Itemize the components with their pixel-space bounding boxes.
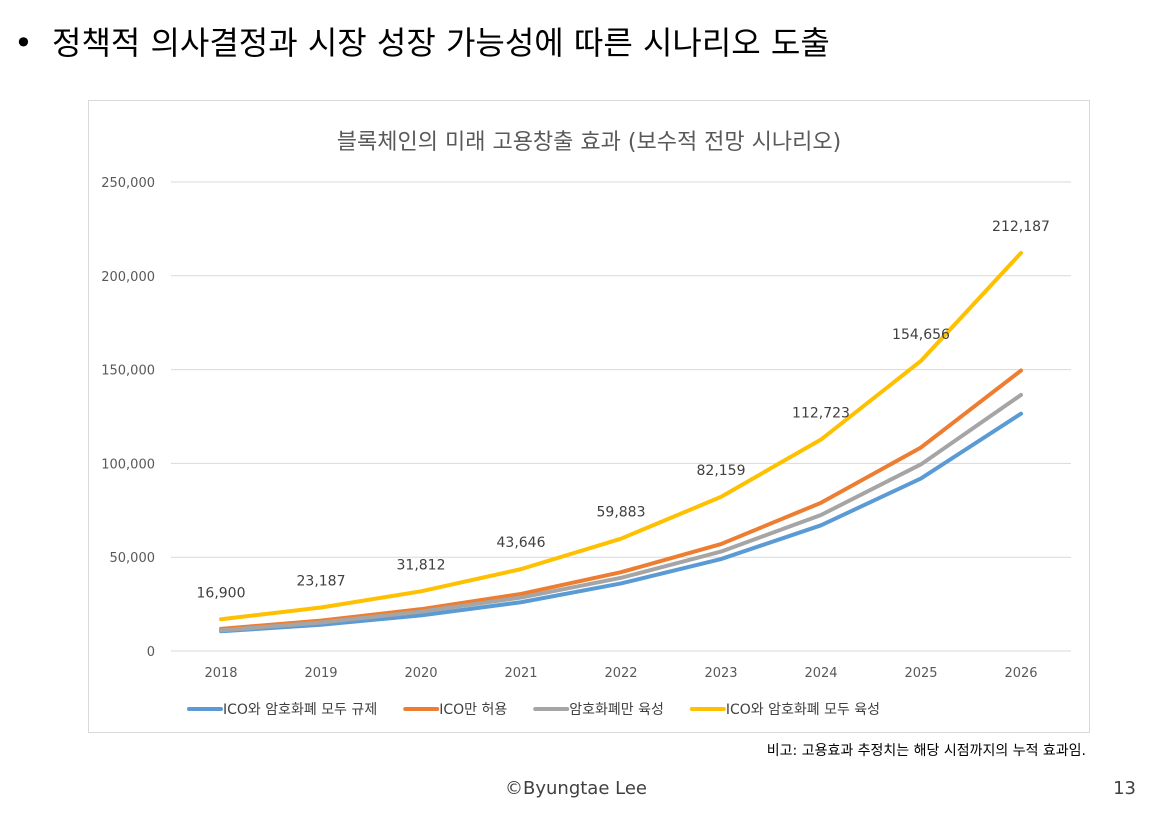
line-chart: 블록체인의 미래 고용창출 효과 (보수적 전망 시나리오) 0 50,000 10… [101,130,1071,718]
series-line-2 [219,368,1023,631]
slide-heading: • 정책적 의사결정과 시장 성장 가능성에 따른 시나리오 도출 [14,18,830,68]
y-tick-label: 150,000 [101,364,155,379]
data-label: 16,900 [197,585,246,601]
slide-heading-text: 정책적 의사결정과 시장 성장 가능성에 따른 시나리오 도출 [52,24,830,62]
x-tick-label: 2021 [504,666,537,681]
footnote: 비고: 고용효과 추정치는 해당 시점까지의 누적 효과임. [766,743,1086,759]
series-line-1 [219,411,1023,634]
x-tick-label: 2019 [304,666,337,681]
data-label: 82,159 [697,463,746,479]
data-label: 112,723 [792,406,850,422]
y-tick-label: 200,000 [101,270,155,285]
chart-title: 블록체인의 미래 고용창출 효과 (보수적 전망 시나리오) [337,130,841,155]
y-tick-label: 0 [147,645,155,660]
legend-item-1: ICO와 암호화폐 모두 규제 [187,702,377,718]
legend-item-2: ICO만 허용 [403,702,507,718]
legend-item-3: 암호화폐만 육성 [533,702,664,718]
page-number: 13 [1113,778,1136,799]
x-tick-label: 2025 [904,666,937,681]
x-tick-label: 2026 [1004,666,1037,681]
legend-item-4: ICO와 암호화폐 모두 육성 [689,702,880,718]
x-tick-label: 2020 [404,666,437,681]
legend-label: ICO와 암호화폐 모두 육성 [726,702,880,718]
data-label: 59,883 [597,505,646,521]
legend-label: 암호화폐만 육성 [569,702,664,718]
x-tick-label: 2018 [204,666,237,681]
legend-label: ICO와 암호화폐 모두 규제 [223,702,377,718]
y-tick-label: 100,000 [101,457,155,472]
y-tick-label: 250,000 [101,176,155,191]
copyright-footer: ©Byungtae Lee [505,778,647,799]
series-line-3 [219,392,1023,633]
x-tick-label: 2024 [804,666,837,681]
bullet-point: • [14,24,33,62]
data-label: 43,646 [497,535,546,551]
legend-label: ICO만 허용 [439,702,507,718]
chart-frame: 블록체인의 미래 고용창출 효과 (보수적 전망 시나리오) 0 50,000 10… [88,100,1090,733]
x-tick-label: 2023 [704,666,737,681]
data-label: 31,812 [397,557,446,573]
data-label: 23,187 [297,574,346,590]
series-line-4 [219,250,1023,622]
data-label: 212,187 [992,219,1050,235]
x-tick-label: 2022 [604,666,637,681]
data-label: 154,656 [892,327,950,343]
y-tick-label: 50,000 [110,551,156,566]
